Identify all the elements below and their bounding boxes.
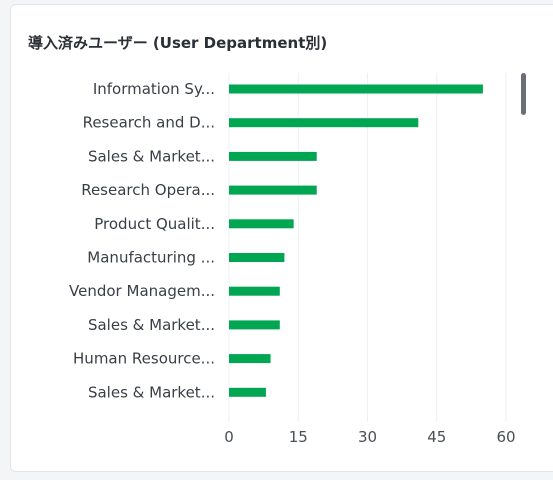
scrollbar-thumb[interactable] xyxy=(521,73,526,115)
bar-7 xyxy=(229,320,280,330)
x-tick-label-4: 60 xyxy=(496,428,515,446)
x-tick-label-2: 30 xyxy=(358,428,377,446)
x-tick-label-1: 15 xyxy=(289,428,308,446)
chart-title: 導入済みユーザー (User Department別) xyxy=(28,34,328,52)
chart-card xyxy=(10,4,553,472)
category-label-0: Information Sy... xyxy=(93,80,215,98)
bar-4 xyxy=(229,219,294,229)
category-label-6: Vendor Managem... xyxy=(69,282,215,300)
bar-8 xyxy=(229,354,271,364)
bar-2 xyxy=(229,151,317,161)
x-tick-label-3: 45 xyxy=(427,428,446,446)
bar-5 xyxy=(229,253,285,262)
category-label-9: Sales & Market... xyxy=(88,383,215,401)
category-label-4: Product Qualit... xyxy=(94,215,215,233)
category-label-8: Human Resource... xyxy=(73,350,215,368)
bar-3 xyxy=(229,185,317,195)
category-label-2: Sales & Market... xyxy=(88,147,215,165)
x-tick-label-0: 0 xyxy=(224,428,234,446)
category-label-3: Research Opera... xyxy=(81,181,215,199)
bar-9 xyxy=(229,387,266,397)
category-label-7: Sales & Market... xyxy=(88,316,215,334)
bar-1 xyxy=(229,118,419,128)
bar-6 xyxy=(229,286,280,296)
category-label-5: Manufacturing ... xyxy=(87,249,215,267)
category-label-1: Research and D... xyxy=(83,114,215,132)
bar-0 xyxy=(229,84,483,94)
